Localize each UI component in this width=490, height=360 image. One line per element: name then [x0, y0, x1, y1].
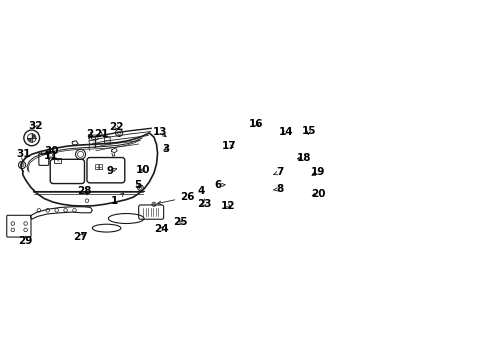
Text: 27: 27 [74, 232, 88, 242]
Text: 24: 24 [154, 224, 169, 234]
Text: 5: 5 [134, 180, 142, 190]
Text: 20: 20 [311, 189, 325, 199]
Text: 8: 8 [274, 184, 284, 194]
Text: 13: 13 [153, 127, 167, 137]
Text: 14: 14 [279, 127, 294, 137]
Text: 7: 7 [273, 167, 284, 177]
Text: 16: 16 [248, 119, 263, 129]
Text: 28: 28 [77, 186, 92, 196]
Text: 12: 12 [221, 201, 235, 211]
Text: 25: 25 [173, 217, 188, 227]
Text: 3: 3 [163, 144, 170, 154]
Text: 22: 22 [109, 122, 123, 131]
Text: 17: 17 [221, 141, 236, 151]
Text: 23: 23 [196, 199, 211, 209]
Text: 26: 26 [158, 192, 195, 204]
Text: 29: 29 [19, 236, 33, 246]
Text: 32: 32 [28, 121, 43, 131]
Text: 9: 9 [107, 166, 117, 176]
Text: 21: 21 [94, 129, 108, 139]
Circle shape [257, 123, 263, 129]
Text: 1: 1 [111, 193, 124, 206]
Wedge shape [32, 134, 36, 138]
Text: 6: 6 [215, 180, 225, 190]
Text: 30: 30 [44, 147, 59, 157]
Text: 11: 11 [44, 151, 59, 161]
Text: 10: 10 [136, 165, 150, 175]
Text: 31: 31 [16, 149, 31, 162]
Text: 2: 2 [86, 129, 94, 139]
Wedge shape [27, 138, 32, 142]
Text: 15: 15 [301, 126, 316, 136]
Text: 4: 4 [197, 186, 205, 202]
Text: 18: 18 [296, 153, 311, 163]
Text: 19: 19 [311, 167, 325, 177]
